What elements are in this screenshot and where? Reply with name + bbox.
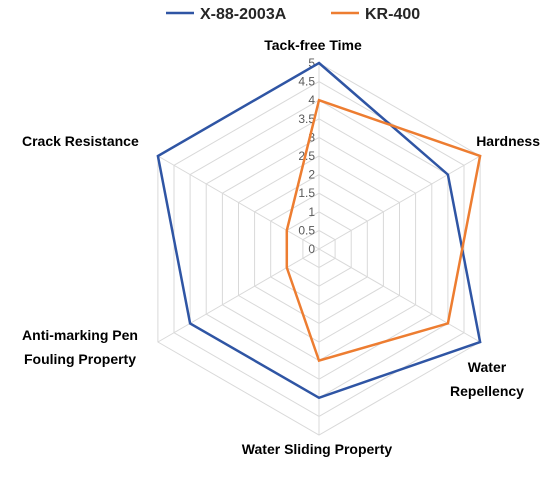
axis-label: Crack Resistance	[22, 133, 139, 149]
grid-spoke	[318, 155, 481, 250]
axis-label: Hardness	[476, 133, 540, 149]
tick-label: 0	[308, 242, 315, 256]
grid-spoke	[157, 155, 320, 250]
tick-label: 1.5	[298, 186, 315, 200]
radar-grid	[157, 62, 481, 436]
tick-label: 2	[308, 168, 315, 182]
tick-label: 4	[308, 93, 315, 107]
axis-label: Water Sliding Property	[242, 441, 393, 457]
grid-spoke	[157, 248, 320, 343]
axis-label: Water	[468, 359, 507, 375]
axis-label: Repellency	[450, 383, 524, 399]
axis-labels: Tack-free Time Hardness Water Repellency Wat…	[22, 37, 540, 457]
axis-label: Anti-marking Pen	[22, 327, 138, 343]
legend-label: KR-400	[365, 6, 420, 23]
tick-label: 3.5	[298, 112, 315, 126]
tick-label: 2.5	[298, 149, 315, 163]
tick-label: 5	[308, 56, 315, 70]
series-line-x-88-2003a	[156, 61, 482, 400]
series-line-kr-400	[285, 98, 482, 363]
series-lines	[156, 61, 482, 400]
legend-label: X-88-2003A	[200, 6, 287, 23]
axis-label: Fouling Property	[24, 351, 136, 367]
tick-label: 1	[308, 205, 315, 219]
legend: X-88-2003A KR-400	[166, 6, 420, 23]
tick-label: 3	[308, 130, 315, 144]
radial-tick-labels: 0 0.5 1 1.5 2 2.5 3 3.5 4 4.5 5	[298, 56, 315, 256]
tick-label: 0.5	[298, 223, 315, 237]
grid-spoke	[318, 248, 481, 343]
tick-label: 4.5	[298, 75, 315, 89]
axis-label: Tack-free Time	[264, 37, 362, 53]
